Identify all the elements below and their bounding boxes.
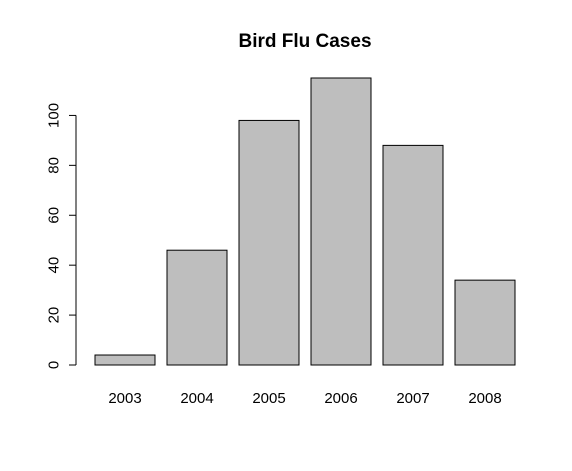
x-tick-label-2003: 2003 xyxy=(108,390,141,407)
y-tick-label-20: 20 xyxy=(46,307,63,324)
bar-2004 xyxy=(166,249,228,366)
bar-2008 xyxy=(454,279,516,366)
chart-title: Bird Flu Cases xyxy=(238,31,371,52)
x-tick-label-2007: 2007 xyxy=(396,390,429,407)
bars-layer xyxy=(94,77,516,366)
y-tick-label-80: 80 xyxy=(46,157,63,174)
y-tick-label-60: 60 xyxy=(46,207,63,224)
bar-2005 xyxy=(238,119,300,366)
y-tick-label-100: 100 xyxy=(46,103,63,128)
x-tick-label-2005: 2005 xyxy=(252,390,285,407)
y-tick-label-40: 40 xyxy=(46,257,63,274)
x-tick-labels: 2003 2004 2005 2006 2007 2008 xyxy=(108,390,501,407)
x-tick-label-2004: 2004 xyxy=(180,390,213,407)
bar-2007 xyxy=(382,144,444,366)
x-tick-label-2008: 2008 xyxy=(468,390,501,407)
bar-2006 xyxy=(310,77,372,366)
bar-2003 xyxy=(94,354,156,366)
y-axis: 0 20 40 60 80 100 xyxy=(46,103,77,369)
x-tick-label-2006: 2006 xyxy=(324,390,357,407)
y-tick-label-0: 0 xyxy=(46,361,63,369)
